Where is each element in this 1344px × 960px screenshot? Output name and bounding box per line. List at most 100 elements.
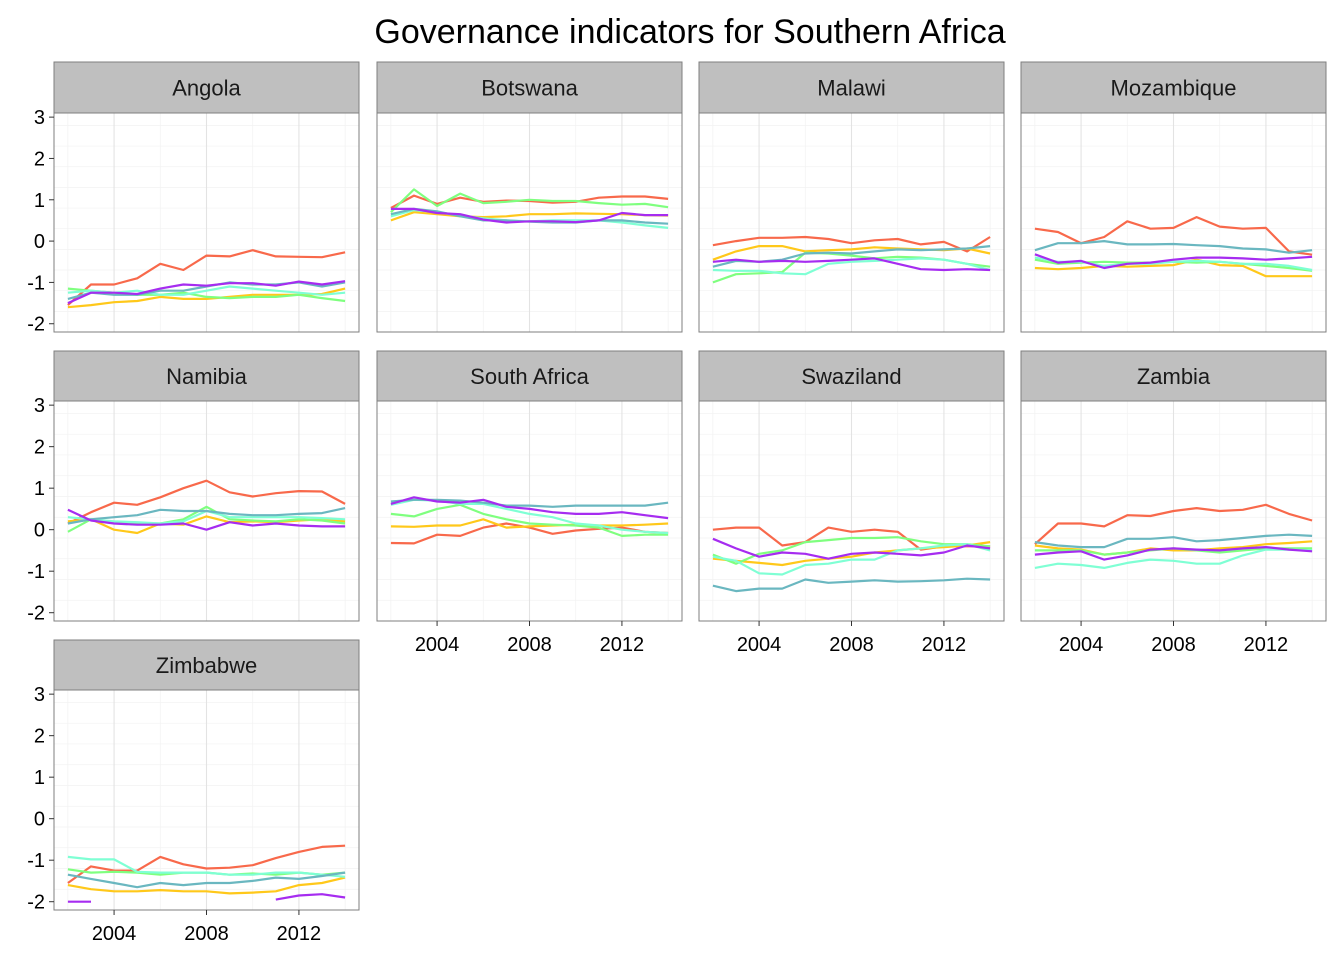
panel-angola: Angola -2 -1 0 1 2 3 <box>27 61 360 336</box>
y-tick-label: -2 <box>27 603 45 625</box>
series-line-6 <box>390 207 669 224</box>
series-line-2 <box>1034 258 1313 278</box>
y-tick-label: 3 <box>34 395 45 417</box>
facet-strip-label: Mozambique <box>1111 76 1237 101</box>
series-line-6 <box>67 508 346 531</box>
series-line-2 <box>712 541 991 567</box>
series-line-5 <box>712 577 991 593</box>
series-line-6 <box>1034 546 1313 561</box>
series-line-6 <box>67 893 346 903</box>
y-tick-label: -2 <box>27 892 45 914</box>
y-tick-label: 1 <box>34 767 45 789</box>
y-tick-label: -1 <box>27 561 45 583</box>
facet-strip-label: Zimbabwe <box>156 653 257 678</box>
panel-swaziland: Swaziland 2004 2008 2012 <box>698 350 1005 656</box>
series-line-1 <box>1034 503 1313 546</box>
facet-strip-label: Angola <box>172 76 241 101</box>
facet-strip <box>1020 350 1327 402</box>
y-tick-label: 1 <box>34 190 45 212</box>
facet-strip <box>53 61 360 114</box>
x-tick-label: 2008 <box>1151 634 1196 656</box>
series-line-1 <box>390 194 669 209</box>
series-line-5 <box>1034 533 1313 549</box>
x-tick-label: 2008 <box>184 923 229 945</box>
series-line-2 <box>67 876 346 895</box>
y-tick-label: 2 <box>34 148 45 170</box>
series-line-6 <box>712 537 991 560</box>
panel-zambia: Zambia 2004 2008 2012 <box>1020 350 1327 656</box>
series-line-4 <box>67 855 346 878</box>
x-tick-label: 2012 <box>922 634 967 656</box>
series-line-2 <box>67 515 346 535</box>
series-line-2 <box>390 211 669 222</box>
facet-strip-label: Malawi <box>817 76 885 101</box>
gridlines <box>699 401 1004 622</box>
facet-strip-label: Namibia <box>166 364 247 389</box>
series-line-4 <box>712 257 991 276</box>
facet-strip <box>1020 61 1327 114</box>
panel-zimbabwe: Zimbabwe -2 -1 0 1 2 3 2004 2008 2012 <box>27 639 360 945</box>
y-tick-label: 2 <box>34 726 45 748</box>
facet-strip <box>376 61 683 114</box>
x-tick-label: 2008 <box>507 634 552 656</box>
panel-malawi: Malawi <box>698 61 1005 333</box>
facet-strip <box>53 639 360 691</box>
facet-strip-label: Zambia <box>1137 364 1211 389</box>
y-tick-label: -2 <box>27 314 45 336</box>
panel-mozambique: Mozambique <box>1020 61 1327 333</box>
series-line-5 <box>390 498 669 508</box>
y-tick-label: 1 <box>34 478 45 500</box>
series-line-2 <box>390 518 669 529</box>
series-line-6 <box>67 280 346 305</box>
panel-border <box>1020 112 1327 333</box>
y-tick-label: -1 <box>27 850 45 872</box>
chart-title: Governance indicators for Southern Afric… <box>374 13 1005 51</box>
panel-south-africa: South Africa 2004 2008 2012 <box>376 350 683 656</box>
series-line-1 <box>67 249 346 306</box>
x-tick-label: 2012 <box>600 634 645 656</box>
series-line-6 <box>390 496 669 520</box>
panel-border <box>376 112 683 333</box>
facet-strip-label: Swaziland <box>801 364 901 389</box>
y-tick-label: 0 <box>34 809 45 831</box>
facet-strip <box>376 350 683 402</box>
series-line-6 <box>712 257 991 272</box>
y-tick-label: -1 <box>27 272 45 294</box>
facet-strip <box>698 350 1005 402</box>
series-line-1 <box>67 844 346 884</box>
series-line-4 <box>712 543 991 576</box>
panel-namibia: Namibia -2 -1 0 1 2 3 <box>27 350 360 625</box>
series-line-5 <box>67 871 346 889</box>
panel-border <box>53 112 360 333</box>
series-line-1 <box>390 522 669 545</box>
series-line-3 <box>390 503 669 537</box>
series-line-5 <box>67 507 346 525</box>
y-tick-label: 3 <box>34 107 45 129</box>
facet-strip-label: South Africa <box>470 364 589 389</box>
y-tick-label: 3 <box>34 684 45 706</box>
x-tick-label: 2008 <box>829 634 874 656</box>
gridlines <box>377 401 682 622</box>
facet-strip-label: Botswana <box>481 76 578 101</box>
y-tick-label: 2 <box>34 437 45 459</box>
gridlines <box>54 113 359 333</box>
series-line-6 <box>1034 253 1313 270</box>
x-tick-label: 2004 <box>1059 634 1104 656</box>
x-tick-label: 2004 <box>737 634 782 656</box>
x-tick-label: 2012 <box>277 923 322 945</box>
x-tick-label: 2004 <box>415 634 460 656</box>
y-tick-label: 0 <box>34 231 45 253</box>
facet-panels: Angola -2 -1 0 1 2 3 Botswana Malawi Mozambique Na… <box>27 61 1327 945</box>
series-line-1 <box>67 479 346 525</box>
series-line-3 <box>712 536 991 565</box>
y-tick-label: 0 <box>34 520 45 542</box>
panel-botswana: Botswana <box>376 61 683 333</box>
series-line-5 <box>1034 240 1313 254</box>
series-line-4 <box>1034 548 1313 569</box>
facet-strip <box>698 61 1005 114</box>
series-line-1 <box>712 235 991 253</box>
panel-border <box>53 400 360 622</box>
x-tick-label: 2012 <box>1244 634 1289 656</box>
panel-border <box>698 112 1005 333</box>
